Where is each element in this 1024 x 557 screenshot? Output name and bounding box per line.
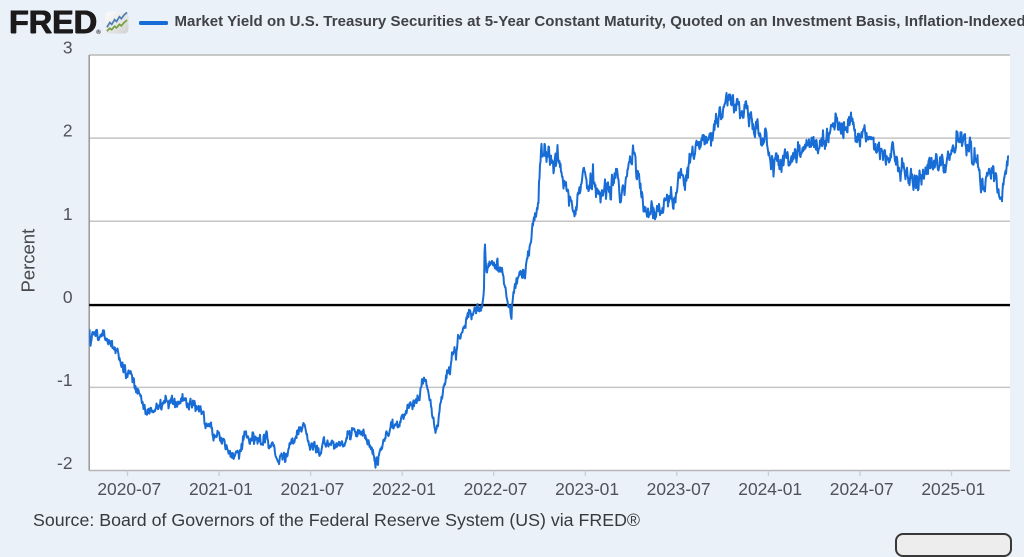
svg-text:0: 0 — [63, 287, 73, 307]
svg-text:2020-07: 2020-07 — [97, 479, 161, 499]
svg-text:2024-07: 2024-07 — [830, 479, 894, 499]
svg-text:1: 1 — [63, 204, 73, 224]
svg-text:-2: -2 — [57, 453, 72, 473]
svg-text:3: 3 — [63, 38, 73, 58]
svg-text:2023-01: 2023-01 — [555, 479, 619, 499]
svg-text:2023-07: 2023-07 — [647, 479, 711, 499]
svg-text:2021-01: 2021-01 — [189, 479, 253, 499]
svg-text:-1: -1 — [57, 370, 72, 390]
svg-text:2025-01: 2025-01 — [921, 479, 985, 499]
svg-text:2021-07: 2021-07 — [280, 479, 344, 499]
svg-text:2: 2 — [63, 121, 73, 141]
svg-text:2022-07: 2022-07 — [464, 479, 528, 499]
svg-text:2024-01: 2024-01 — [738, 479, 802, 499]
svg-text:2022-01: 2022-01 — [372, 479, 436, 499]
